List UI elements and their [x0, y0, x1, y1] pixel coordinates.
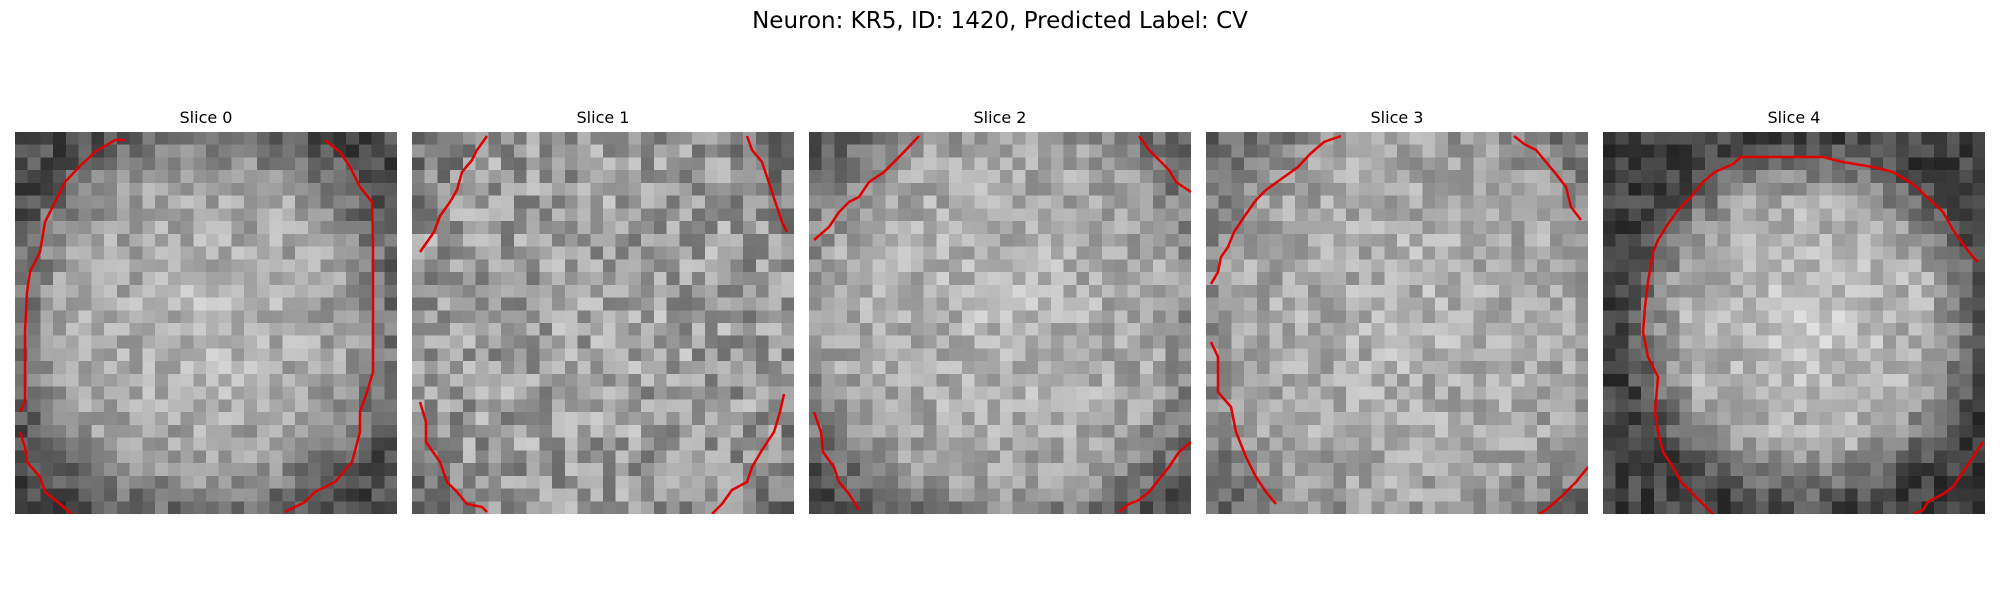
- figure-title: Neuron: KR5, ID: 1420, Predicted Label: …: [0, 8, 2000, 34]
- roi-contour: [1206, 132, 1588, 514]
- slice-image-area: [15, 132, 397, 514]
- slice-panel: Slice 2: [809, 106, 1191, 514]
- slice-panel: Slice 3: [1206, 106, 1588, 514]
- slice-panel: Slice 0: [15, 106, 397, 514]
- slice-image-area: [412, 132, 794, 514]
- panel-title: Slice 2: [809, 106, 1191, 130]
- slice-image-area: [1206, 132, 1588, 514]
- panel-title: Slice 3: [1206, 106, 1588, 130]
- panel-title: Slice 1: [412, 106, 794, 130]
- slice-panel: Slice 4: [1603, 106, 1985, 514]
- roi-contour: [1603, 132, 1985, 514]
- panel-title: Slice 0: [15, 106, 397, 130]
- slice-panel: Slice 1: [412, 106, 794, 514]
- roi-contour: [412, 132, 794, 514]
- panel-title: Slice 4: [1603, 106, 1985, 130]
- slice-image-area: [809, 132, 1191, 514]
- roi-contour: [15, 132, 397, 514]
- slice-image-area: [1603, 132, 1985, 514]
- roi-contour: [809, 132, 1191, 514]
